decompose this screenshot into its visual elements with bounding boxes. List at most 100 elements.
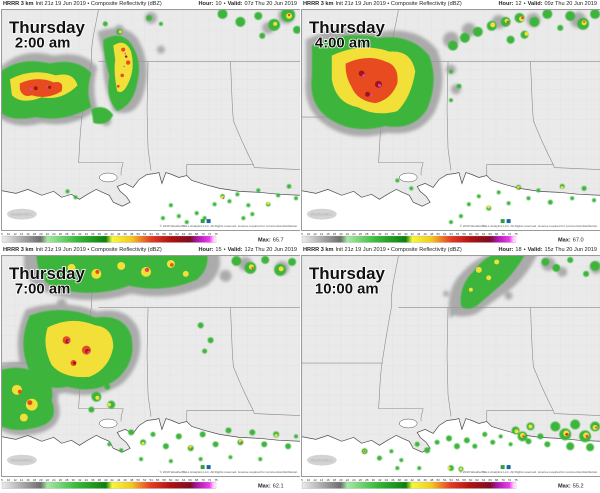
colorbar-tick: 16 [326, 478, 330, 482]
panel-legend: 5 10 12 14 16 18 20 22 24 26 28 30 32 34 36 38 40 42 44 46 4… [300, 231, 600, 244]
panel-header: HRRR 3 km Init 21z 19 Jun 2019 • Composit… [300, 246, 600, 255]
hour-label: Hour: [198, 1, 214, 7]
colorbar-tick: 26 [359, 232, 363, 236]
colorbar-tick: 18 [33, 478, 37, 482]
colorbar-tick: 62 [175, 232, 179, 236]
max-value: 62.1 [273, 484, 284, 490]
colorbar-tick: 5 [1, 232, 3, 236]
colorbar-tick: 62 [475, 232, 479, 236]
valid-label: Valid: [527, 247, 543, 253]
weatherbell-watermark: WeatherBELL [6, 454, 37, 466]
colorbar-tick: 42 [411, 478, 415, 482]
lake-pontchartrain [399, 418, 418, 429]
colorbar-tick: 56 [456, 478, 460, 482]
colorbar-tick: 24 [52, 232, 56, 236]
colorbar-tick: 20 [39, 232, 43, 236]
colorbar-tick: 30 [72, 478, 76, 482]
colorbar-tick: 40 [104, 232, 108, 236]
max-value-text: Max: 62.1 [258, 484, 284, 490]
colorbar-tick: 34 [385, 232, 389, 236]
colorbar-tick: 54 [150, 232, 154, 236]
colorbar-tick: 30 [372, 232, 376, 236]
colorbar-tick: 16 [26, 232, 30, 236]
panel-title-time: 7:00 am [15, 282, 70, 298]
forecast-panel-4: HRRR 3 km Init 21z 19 Jun 2019 • Composit… [300, 246, 600, 492]
dark-red-cores [33, 55, 128, 91]
colorbar-tick: 48 [130, 232, 134, 236]
colorbar-tick: 16 [26, 478, 30, 482]
valid-value: 07z Thu 20 Jun 2019 [244, 1, 297, 7]
colorbar-tick: 38 [398, 478, 402, 482]
radar-map: Thursday 7:00 am WeatherBELL © 2019 Weat… [1, 255, 300, 477]
model-info: HRRR 3 km Init 21z 19 Jun 2019 • Composit… [3, 0, 164, 9]
colorbar-tick: 64 [482, 232, 486, 236]
radar-map: Thursday 2:00 am WeatherBELL © 2019 Weat… [1, 9, 300, 231]
colorbar-tick: 64 [182, 478, 186, 482]
colorbar-tick: 42 [411, 232, 415, 236]
colorbar-tick: 24 [52, 478, 56, 482]
colorbar-tick: 52 [143, 232, 147, 236]
hour-value: 15 [215, 247, 222, 253]
colorbar-tick: 48 [430, 232, 434, 236]
colorbar-tick: 75 [514, 478, 518, 482]
colorbar-tick: 36 [391, 232, 395, 236]
model-init-text: Init 21z 19 Jun 2019 • Composite Reflect… [335, 1, 462, 7]
dbz-legend: 5 10 12 14 16 18 20 22 24 26 28 30 32 34 36 38 40 42 44 46 4… [1, 478, 284, 490]
valid-value: 15z Thu 20 Jun 2019 [544, 247, 597, 253]
panel-title-day: Thursday [9, 18, 86, 37]
colorbar-tick: 56 [156, 478, 160, 482]
dbz-legend: 5 10 12 14 16 18 20 22 24 26 28 30 32 34 36 38 40 42 44 46 4… [1, 232, 284, 244]
colorbar-tick: 12 [313, 478, 317, 482]
model-init-text: Init 21z 19 Jun 2019 • Composite Reflect… [35, 1, 162, 7]
colorbar-tick: 52 [443, 232, 447, 236]
radar-echoes [2, 10, 300, 225]
colorbar-tick: 18 [33, 232, 37, 236]
panel-header: HRRR 3 km Init 21z 19 Jun 2019 • Composit… [0, 246, 300, 255]
valid-value: 12z Thu 20 Jun 2019 [244, 247, 297, 253]
colorbar-tick: 58 [162, 478, 166, 482]
colorbar-tick: 50 [437, 232, 441, 236]
colorbar-tick: 14 [20, 478, 24, 482]
colorbar-tick: 20 [339, 232, 343, 236]
colorbar-tick: 64 [482, 478, 486, 482]
red-echoes [345, 16, 586, 190]
max-value: 55.2 [573, 484, 584, 490]
separator-dot: • [223, 247, 226, 253]
panel-title-day: Thursday [309, 18, 386, 37]
yellow-echoes [11, 259, 284, 449]
colorbar-tick: 12 [13, 478, 17, 482]
max-value-text: Max: 65.7 [258, 238, 284, 244]
colorbar-tick: 48 [430, 478, 434, 482]
colorbar-tick: 28 [365, 232, 369, 236]
panel-title: Thursday 2:00 am [8, 17, 86, 52]
colorbar-tick: 72 [508, 232, 512, 236]
separator-dot: • [223, 1, 226, 7]
colorbar-tick: 46 [424, 232, 428, 236]
colorbar-tick: 75 [214, 478, 218, 482]
colorbar-tick: 22 [46, 232, 50, 236]
dbz-colorbar [1, 481, 217, 489]
watermark-text: WeatherBELL [311, 213, 333, 217]
colorbar-tick: 22 [346, 232, 350, 236]
panel-title-day: Thursday [309, 264, 386, 283]
magenta-cores [29, 52, 126, 91]
colorbar-tick: 70 [201, 478, 205, 482]
max-value: 67.0 [573, 238, 584, 244]
hour-value: 10 [215, 1, 222, 7]
panel-header: HRRR 3 km Init 21z 19 Jun 2019 • Composit… [0, 0, 300, 9]
colorbar-tick: 58 [462, 478, 466, 482]
valid-info: Hour: 18 • Valid: 15z Thu 20 Jun 2019 [496, 246, 597, 255]
state-borders [302, 256, 600, 422]
colorbar-tick: 28 [65, 478, 69, 482]
colorbar-tick: 28 [365, 478, 369, 482]
copyright-text: © 2019 WeatherBELL Analytics LLC. All Ri… [160, 224, 298, 228]
colorbar-tick: 14 [20, 232, 24, 236]
dbz-colorbar [301, 235, 517, 243]
colorbar-tick: 68 [495, 232, 499, 236]
colorbar-tick: 5 [301, 232, 303, 236]
max-label: Max: [258, 484, 271, 490]
colorbar-tick: 50 [437, 478, 441, 482]
valid-label: Valid: [227, 1, 243, 7]
dbz-legend: 5 10 12 14 16 18 20 22 24 26 28 30 32 34 36 38 40 42 44 46 4… [301, 478, 584, 490]
